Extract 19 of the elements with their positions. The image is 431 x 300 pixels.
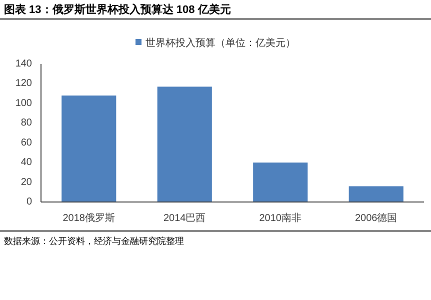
- chart-title: 图表 13：俄罗斯世界杯投入预算达 108 亿美元: [4, 3, 231, 16]
- bar: [253, 162, 308, 202]
- x-tick-label: 2018俄罗斯: [62, 212, 115, 224]
- bar: [62, 96, 116, 202]
- y-tick-label: 100: [15, 98, 32, 109]
- y-tick-label: 20: [20, 176, 32, 188]
- y-tick-label: 60: [20, 137, 32, 148]
- y-tick-label: 140: [15, 58, 32, 70]
- y-tick-label: 40: [20, 157, 32, 168]
- source-note: 数据来源：公开资料，经济与金融研究院整理: [4, 236, 184, 246]
- y-tick-label: 80: [20, 118, 32, 129]
- x-tick-label: 2014巴西: [164, 213, 206, 224]
- x-tick-label: 2006德国: [355, 213, 398, 224]
- bar: [157, 86, 212, 202]
- legend-label: 世界杯投入预算（单位：亿美元）: [146, 37, 296, 49]
- y-tick-label: 120: [15, 78, 32, 90]
- y-tick-label: 0: [26, 196, 32, 208]
- x-tick-label: 2010南非: [259, 212, 302, 224]
- bar: [348, 186, 404, 202]
